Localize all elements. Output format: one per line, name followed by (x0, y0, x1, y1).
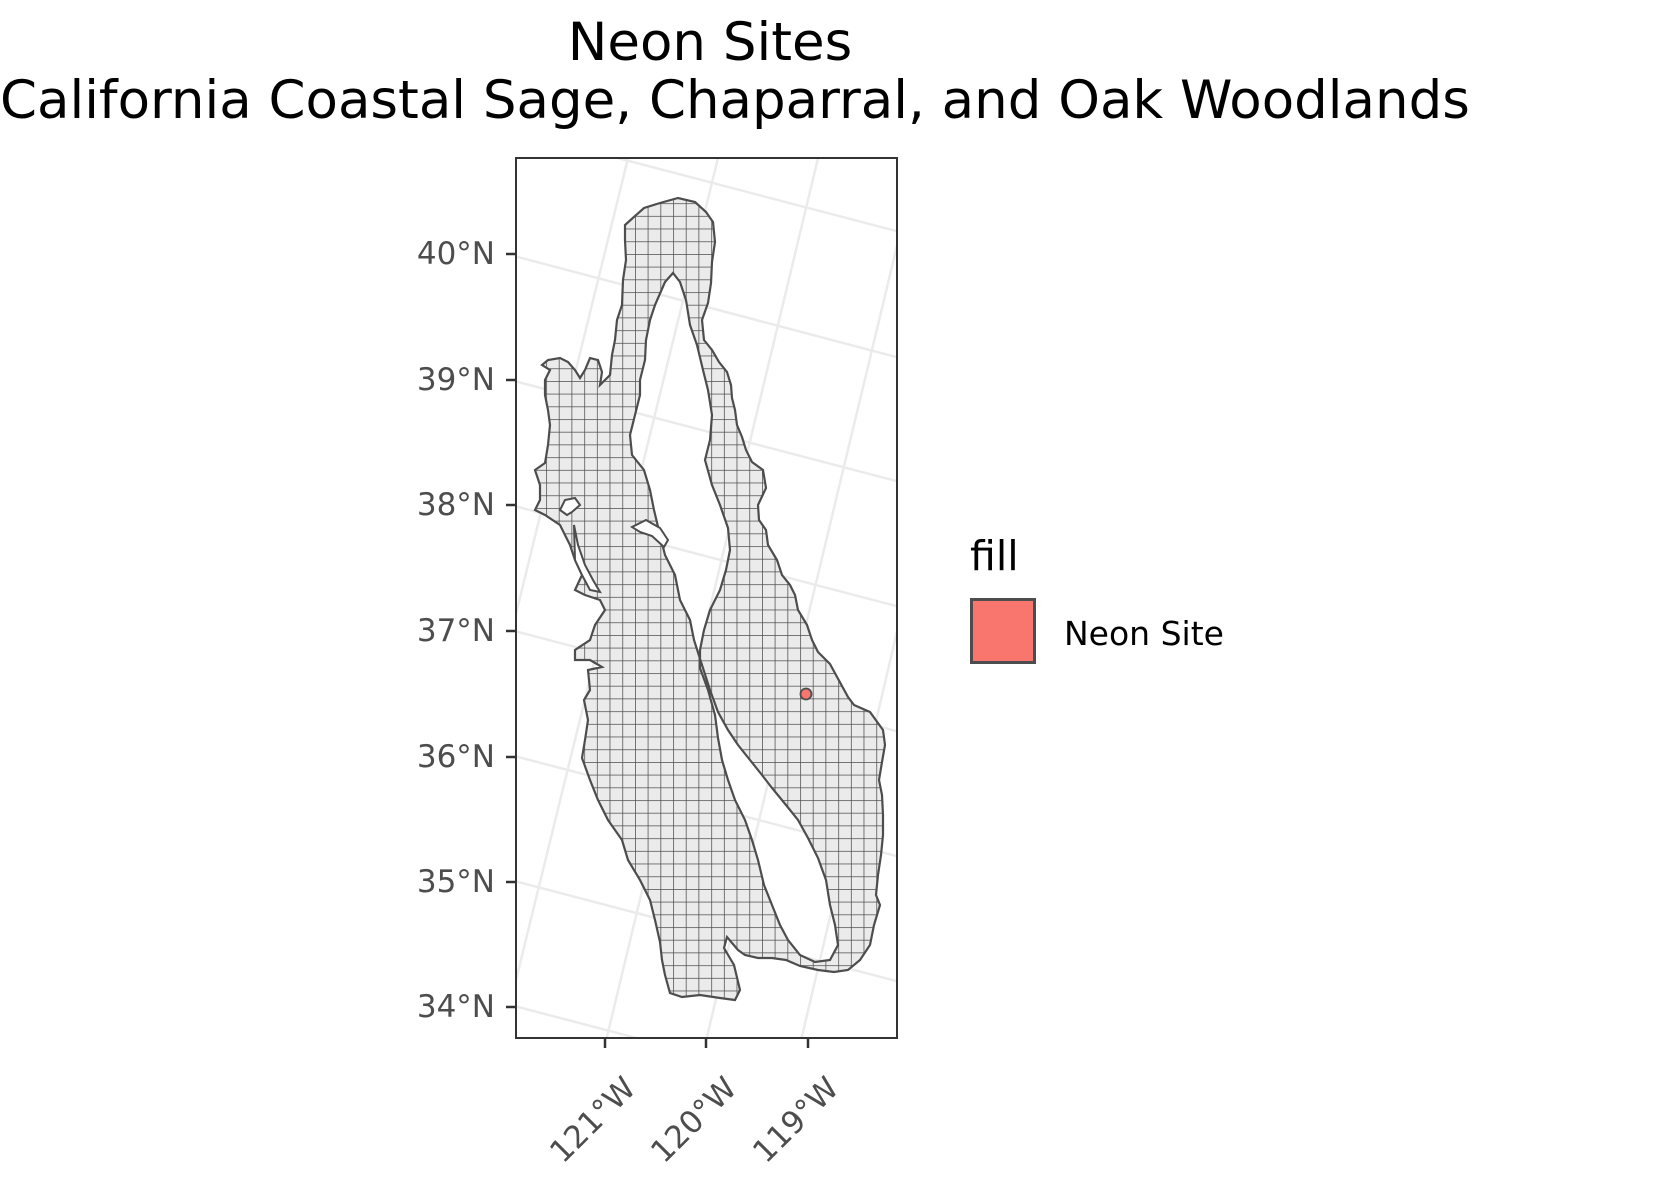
graticule-lat-41 (612, 158, 897, 233)
legend-key-neon-site (970, 598, 1036, 664)
lat-label-38: 38°N (416, 487, 495, 523)
neon-site-marker (799, 687, 813, 701)
map-title: Neon Sites (567, 12, 853, 73)
graticule-lat-34 (516, 1005, 642, 1038)
lat-label-34: 34°N (416, 989, 495, 1025)
map-subtitle: California Coastal Sage, Chaparral, and … (0, 70, 1470, 131)
lat-label-40: 40°N (416, 236, 495, 272)
x-axis-ticks (603, 1038, 810, 1048)
legend-title: fill (970, 532, 1019, 580)
lat-label-35: 35°N (416, 864, 495, 900)
lat-label-37: 37°N (416, 613, 495, 649)
legend-label-neon-site: Neon Site (1064, 614, 1224, 653)
graticule-lon-120 (605, 158, 820, 1038)
lat-label-39: 39°N (416, 362, 495, 398)
y-axis-ticks (506, 252, 516, 1009)
lat-label-36: 36°N (416, 739, 495, 775)
graticule-lon-122 (516, 158, 630, 620)
san-francisco-bay-shore (558, 496, 670, 594)
ecoregion-polygon (533, 196, 887, 1002)
